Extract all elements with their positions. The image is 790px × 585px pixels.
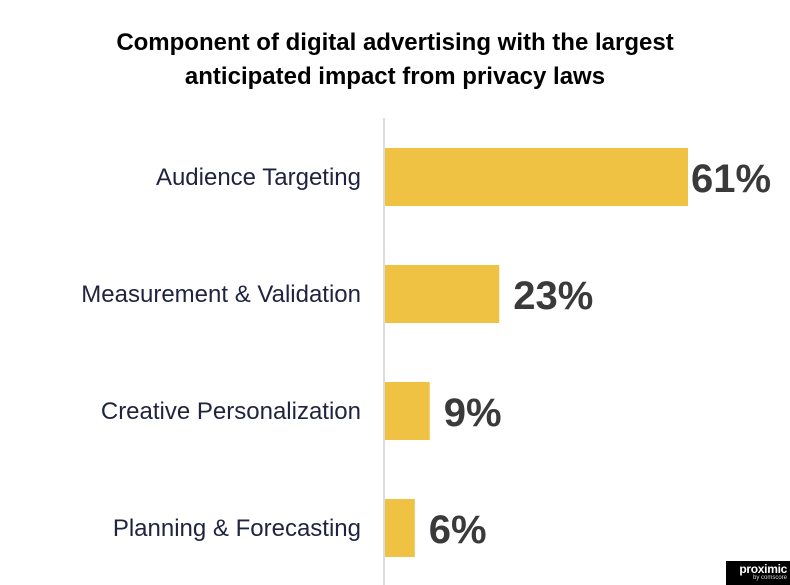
category-label: Planning & Forecasting bbox=[113, 515, 361, 542]
value-label: 23% bbox=[513, 274, 593, 318]
category-label: Creative Personalization bbox=[101, 398, 361, 425]
value-label: 61% bbox=[691, 157, 771, 201]
value-label: 6% bbox=[429, 508, 487, 552]
bar-3 bbox=[385, 499, 415, 557]
chart-title-line-2: anticipated impact from privacy laws bbox=[184, 63, 606, 90]
chart-title-line-1: Component of digital advertising with th… bbox=[116, 29, 674, 56]
chart-title: Component of digital advertising with th… bbox=[0, 26, 790, 94]
bar-0 bbox=[385, 148, 688, 206]
value-label: 9% bbox=[444, 391, 502, 435]
category-label: Audience Targeting bbox=[156, 164, 361, 191]
bar-1 bbox=[385, 265, 500, 323]
proximic-logo: proximic by comscore bbox=[726, 561, 790, 585]
category-label: Measurement & Validation bbox=[81, 281, 361, 308]
logo-subtitle: by comscore bbox=[752, 575, 787, 581]
logo-name: proximic bbox=[739, 562, 787, 576]
bar-2 bbox=[385, 382, 430, 440]
